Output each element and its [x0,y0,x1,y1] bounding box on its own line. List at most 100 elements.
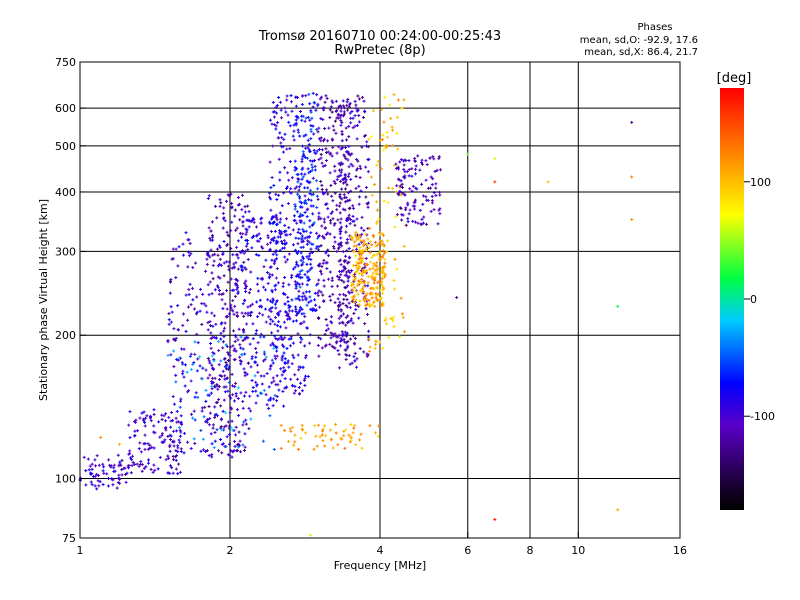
data-point [286,202,290,206]
data-point [102,465,106,469]
data-point [127,452,131,456]
data-point [274,276,278,280]
data-point [285,385,289,389]
data-point [239,391,243,395]
data-point [172,327,176,331]
data-point [278,309,282,313]
data-point [306,207,310,211]
data-point [170,411,174,415]
data-point [300,295,304,299]
data-point [271,298,275,302]
data-point [131,454,135,458]
data-point [256,394,260,398]
data-point [177,438,181,442]
data-point [278,231,282,235]
data-point [251,386,255,390]
data-point [245,372,249,376]
data-point [272,397,276,401]
data-point [231,449,235,453]
data-point [189,352,193,356]
data-point [279,367,283,371]
data-point [228,432,232,436]
data-point [273,229,277,233]
data-point [111,483,115,487]
data-point [291,353,295,357]
data-point [219,263,223,267]
data-point [250,310,254,314]
data-point [160,413,164,417]
data-point [183,363,187,367]
colorbar-tick-label: 100 [750,176,771,189]
data-point [206,321,210,325]
data-point [241,220,245,224]
data-point [246,242,250,246]
data-point [243,266,247,270]
data-point [269,265,273,269]
data-point [179,414,183,418]
data-point [233,294,237,298]
data-point [247,210,251,214]
data-point [236,267,240,271]
data-point [211,351,215,355]
data-point [236,196,240,200]
data-point [232,265,236,269]
data-point [183,384,187,388]
data-point [270,122,274,126]
data-point [282,404,286,408]
data-point [130,458,134,462]
x-tick-label: 6 [464,544,471,557]
data-point [179,397,183,401]
data-point [249,314,253,318]
data-point [303,315,307,319]
data-point [216,264,220,268]
data-point [213,415,217,419]
data-point [222,334,226,338]
data-point [275,111,279,115]
data-point [199,449,203,453]
data-point [257,253,261,257]
data-point [293,373,297,377]
data-point [216,247,220,251]
data-point [90,467,94,471]
data-point [227,352,231,356]
data-point [280,136,284,140]
data-point [270,290,274,294]
data-point [293,384,297,388]
data-point [222,261,226,265]
data-point [168,449,172,453]
data-point [209,248,213,252]
data-point [244,290,248,294]
data-point [255,234,259,238]
data-point [191,286,195,290]
data-point [235,313,239,317]
data-point [219,437,223,441]
data-point [209,331,213,335]
data-point [133,462,137,466]
data-point [276,311,280,315]
data-point [303,172,307,176]
data-point [205,449,209,453]
data-point [272,183,276,187]
data-point [256,370,260,374]
data-point [225,230,229,234]
data-point [214,401,218,405]
data-point [211,235,215,239]
data-point [303,119,307,123]
data-point [171,471,175,475]
data-point [241,423,245,427]
data-point [275,257,279,261]
data-point [208,236,212,240]
data-point [241,347,245,351]
data-point [274,315,278,319]
data-point [174,373,178,377]
data-point [182,375,186,379]
data-point [245,322,249,326]
data-point [278,131,282,135]
data-point [176,328,180,332]
data-point [253,360,257,364]
data-point [284,186,288,190]
data-point [146,461,150,465]
data-point [300,337,304,341]
data-point [217,363,221,367]
data-point [111,478,115,482]
